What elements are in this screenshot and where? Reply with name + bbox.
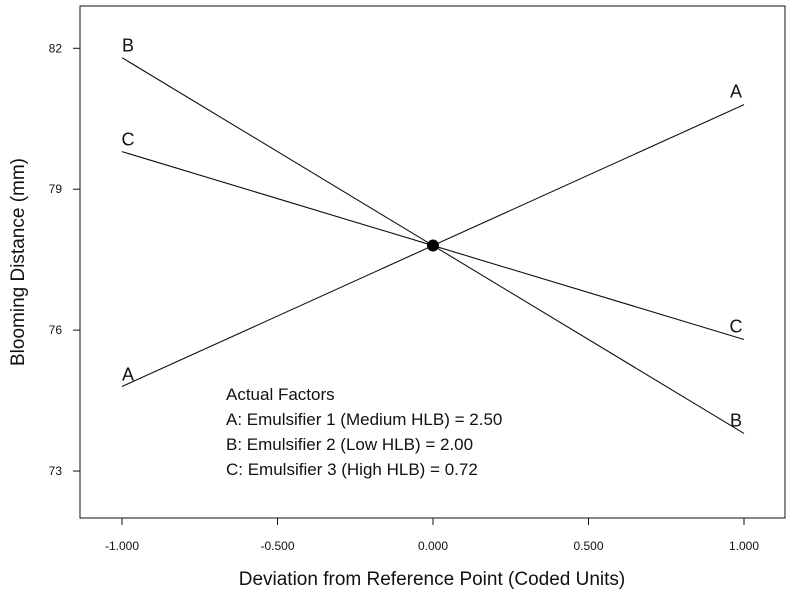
series-label-a-left: A	[122, 364, 134, 384]
y-axis-ticks: 73 76 79 82	[49, 41, 80, 478]
y-tick-label: 82	[49, 41, 63, 55]
x-tick-label: 1.000	[729, 539, 759, 553]
series-label-a-right: A	[730, 82, 742, 102]
y-tick-label: 76	[49, 323, 63, 337]
x-axis-ticks: -1.000 -0.500 0.000 0.500 1.000	[105, 518, 759, 553]
x-tick-label: 0.500	[573, 539, 603, 553]
annotation-heading: Actual Factors	[226, 385, 335, 404]
series-label-b-right: B	[730, 410, 742, 430]
y-tick-label: 79	[49, 182, 63, 196]
reference-point-marker	[427, 239, 439, 252]
annotation-line-b: B: Emulsifier 2 (Low HLB) = 2.00	[226, 435, 473, 454]
series-label-c-left: C	[122, 130, 135, 150]
y-axis-title: Blooming Distance (mm)	[8, 158, 29, 366]
annotation-line-c: C: Emulsifier 3 (High HLB) = 0.72	[226, 460, 478, 479]
series-label-b-left: B	[122, 36, 134, 56]
actual-factors-annotation: Actual Factors A: Emulsifier 1 (Medium H…	[226, 385, 502, 479]
x-axis-title: Deviation from Reference Point (Coded Un…	[239, 569, 626, 590]
series-labels: A A B B C C	[122, 36, 743, 431]
series-label-c-right: C	[730, 317, 743, 337]
x-tick-label: -0.500	[260, 539, 294, 553]
x-tick-label: -1.000	[105, 539, 139, 553]
y-tick-label: 73	[49, 464, 63, 478]
x-tick-label: 0.000	[418, 539, 448, 553]
annotation-line-a: A: Emulsifier 1 (Medium HLB) = 2.50	[226, 410, 502, 429]
